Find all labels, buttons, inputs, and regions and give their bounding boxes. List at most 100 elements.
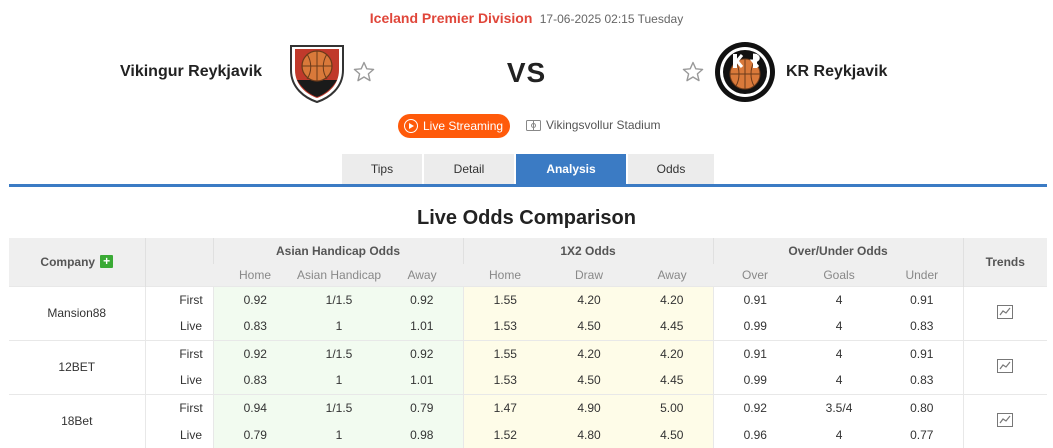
odds-cell: 5.00 xyxy=(631,393,714,421)
odds-cell: 4.20 xyxy=(547,339,632,367)
subheader-1x2-away: Away xyxy=(631,264,714,286)
match-tabs: Tips Detail Analysis Odds xyxy=(342,154,716,184)
favorite-home-star-icon[interactable] xyxy=(352,60,376,84)
odds-cell: 1/1.5 xyxy=(297,339,381,367)
odds-cell: 1 xyxy=(297,367,381,394)
odds-cell: 4.50 xyxy=(631,421,714,448)
subheader-ah-away: Away xyxy=(381,264,464,286)
over-under-header: Over/Under Odds xyxy=(712,238,964,264)
odds-cell: 4.20 xyxy=(631,339,714,367)
odds-cell: 0.91 xyxy=(881,339,964,367)
play-circle-icon xyxy=(404,119,418,133)
table-row: Live 0.83 1 1.01 1.53 4.50 4.45 0.99 4 0.83 xyxy=(9,367,1047,394)
odds-cell: 0.91 xyxy=(881,285,964,313)
odds-cell: 4 xyxy=(797,285,882,313)
odds-cell: 0.92 xyxy=(381,339,464,367)
away-team-name[interactable]: KR Reykjavik xyxy=(786,63,888,80)
tab-analysis[interactable]: Analysis xyxy=(516,154,626,184)
row-type-header xyxy=(144,238,213,286)
odds-cell: 4.45 xyxy=(631,367,714,394)
subheader-1x2-home: Home xyxy=(463,264,548,286)
vs-label: VS xyxy=(506,57,547,88)
odds-cell: 4.90 xyxy=(547,393,632,421)
subheader-ou-goals: Goals xyxy=(797,264,882,286)
odds-cell: 1.52 xyxy=(462,421,548,448)
odds-cell: 0.79 xyxy=(213,421,297,448)
odds-cell: 0.92 xyxy=(213,339,297,367)
subheader-ou-under: Under xyxy=(881,264,964,286)
odds-cell: 4 xyxy=(797,313,882,340)
table-row: Mansion88 First 0.92 1/1.5 0.92 1.55 4.20 4.20 0… xyxy=(9,285,1048,340)
odds-cell: 0.94 xyxy=(213,393,297,421)
tab-tips[interactable]: Tips xyxy=(342,154,422,184)
odds-cell: 0.83 xyxy=(881,313,964,340)
odds-cell: 1.01 xyxy=(381,313,464,340)
odds-cell: 4.50 xyxy=(547,367,632,394)
live-streaming-button[interactable]: Live Streaming xyxy=(398,114,510,138)
odds-cell: 0.98 xyxy=(381,421,464,448)
odds-cell: 0.77 xyxy=(881,421,964,448)
tab-odds[interactable]: Odds xyxy=(628,154,714,184)
odds-cell: 1 xyxy=(297,313,381,340)
odds-cell: 0.91 xyxy=(712,339,798,367)
subheader-ah-line: Asian Handicap xyxy=(297,264,381,286)
odds-cell: 1.55 xyxy=(462,285,548,313)
match-header: Iceland Premier Division 17-06-2025 02:1… xyxy=(0,10,1053,26)
odds-cell: 1.53 xyxy=(462,313,548,340)
odds-cell: 1.55 xyxy=(462,339,548,367)
odds-cell: 0.96 xyxy=(712,421,798,448)
odds-cell: 1/1.5 xyxy=(297,393,381,421)
subheader-1x2-draw: Draw xyxy=(547,264,632,286)
trend-chart-icon[interactable] xyxy=(997,412,1014,427)
company-name[interactable]: 12BET xyxy=(9,339,146,394)
odds-cell: 4.20 xyxy=(547,285,632,313)
section-title: Live Odds Comparison xyxy=(417,207,636,229)
match-datetime: 17-06-2025 02:15 Tuesday xyxy=(539,12,684,26)
vikingur-crest-icon[interactable] xyxy=(285,40,349,104)
company-header-label: Company xyxy=(40,254,96,269)
row-type: First xyxy=(145,393,214,421)
trends-header: Trends xyxy=(962,238,1048,286)
favorite-away-star-icon[interactable] xyxy=(681,60,705,84)
trend-cell[interactable] xyxy=(962,339,1048,394)
odds-cell: 0.99 xyxy=(712,367,798,394)
tab-detail[interactable]: Detail xyxy=(424,154,514,184)
table-row: Live 0.83 1 1.01 1.53 4.50 4.45 0.99 4 0.83 xyxy=(9,313,1047,340)
table-row: 12BET First 0.92 1/1.5 0.92 1.55 4.20 4.20 0.91 4… xyxy=(9,339,1048,394)
company-name[interactable]: 18Bet xyxy=(9,393,146,448)
odds-cell: 1 xyxy=(297,421,381,448)
stadium-name: Vikingsvollur Stadium xyxy=(546,118,661,132)
row-type: First xyxy=(145,339,214,367)
odds-cell: 4 xyxy=(797,339,882,367)
asian-handicap-header: Asian Handicap Odds xyxy=(212,238,464,264)
stadium-info: Vikingsvollur Stadium xyxy=(526,118,661,132)
trend-chart-icon[interactable] xyxy=(997,304,1014,319)
odds-cell: 0.80 xyxy=(881,393,964,421)
odds-cell: 4.80 xyxy=(547,421,632,448)
home-team-name[interactable]: Vikingur Reykjavik xyxy=(120,63,262,80)
odds-comparison-table: Company + Asian Handicap Odds 1X2 Odds O… xyxy=(9,238,1048,448)
row-type: Live xyxy=(145,313,214,340)
company-name[interactable]: Mansion88 xyxy=(9,285,146,340)
odds-cell: 0.92 xyxy=(712,393,798,421)
row-type: Live xyxy=(145,421,214,448)
kr-crest-icon[interactable] xyxy=(714,41,776,103)
plus-icon[interactable]: + xyxy=(100,255,114,269)
subheader-ah-home: Home xyxy=(213,264,297,286)
odds-cell: 4.50 xyxy=(547,313,632,340)
odds-cell: 0.92 xyxy=(213,285,297,313)
odds-cell: 4.45 xyxy=(631,313,714,340)
odds-cell: 3.5/4 xyxy=(797,393,882,421)
odds-cell: 0.91 xyxy=(712,285,798,313)
odds-cell: 4 xyxy=(797,367,882,394)
stadium-icon xyxy=(526,119,541,131)
odds-cell: 0.79 xyxy=(381,393,464,421)
odds-cell: 1/1.5 xyxy=(297,285,381,313)
odds-cell: 0.99 xyxy=(712,313,798,340)
trend-cell[interactable] xyxy=(962,393,1048,448)
trend-cell[interactable] xyxy=(962,285,1048,340)
trend-chart-icon[interactable] xyxy=(997,358,1014,373)
league-name[interactable]: Iceland Premier Division xyxy=(369,10,533,26)
tab-bar-divider xyxy=(9,184,1047,187)
table-row: 18Bet First 0.94 1/1.5 0.79 1.47 4.90 5.00 0.92 3… xyxy=(9,393,1048,448)
